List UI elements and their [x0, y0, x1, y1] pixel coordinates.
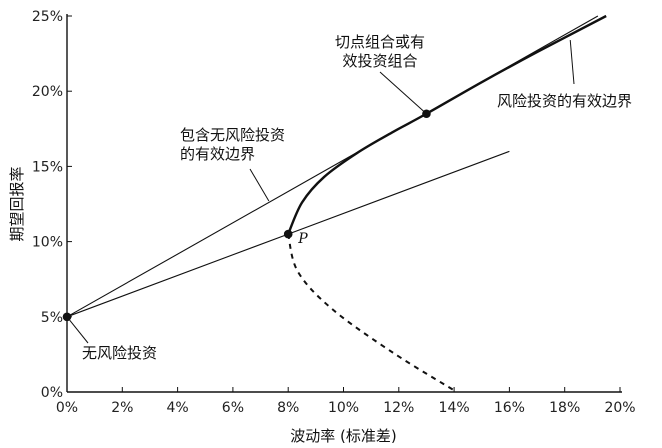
data-point — [283, 229, 293, 239]
x-tick-label: 20% — [604, 400, 635, 416]
axes — [66, 14, 622, 393]
x-tick-label: 2% — [111, 400, 133, 416]
y-tick-label: 5% — [41, 310, 63, 326]
cml-frontier-label: 的有效边界 — [180, 145, 255, 163]
x-tick-label: 4% — [166, 400, 188, 416]
x-tick-label: 14% — [439, 400, 470, 416]
y-tick-label: 15% — [32, 159, 63, 175]
x-tick-label: 8% — [277, 400, 299, 416]
y-tick-label: 10% — [32, 235, 63, 251]
risk-free-label: 无风险投资 — [82, 344, 157, 362]
x-axis-title: 波动率 (标准差) — [290, 427, 396, 445]
data-point — [62, 312, 72, 322]
x-tick-label: 0% — [56, 400, 78, 416]
labels-group: 0% 2% 4% 6% 8% 10% 12% 14% 16% 18% 20% 0% 5% 10% 15% 20… — [8, 9, 636, 445]
point-label-p: P — [297, 231, 308, 247]
x-tick-label: 16% — [494, 400, 525, 416]
annotation-leader — [66, 316, 89, 344]
y-tick-label: 0% — [41, 385, 63, 401]
y-axis-title: 期望回报率 — [8, 166, 26, 241]
y-tick-label: 20% — [32, 84, 63, 100]
annotation-leader — [379, 71, 427, 115]
x-tick-label: 12% — [383, 400, 414, 416]
x-tick-label: 6% — [222, 400, 244, 416]
series-group — [66, 14, 607, 393]
annotation-leader — [249, 168, 270, 202]
x-tick-label: 18% — [549, 400, 580, 416]
tangency-portfolio-label: 效投资组合 — [342, 52, 417, 70]
data-point — [422, 109, 431, 119]
risky-frontier-curve — [287, 14, 607, 235]
inefficient-frontier-curve — [287, 233, 458, 393]
x-tick-label: 10% — [328, 400, 359, 416]
cml-frontier-label: 包含无风险投资 — [180, 126, 285, 144]
risky-frontier-label: 风险投资的有效边界 — [497, 92, 632, 110]
y-tick-label: 25% — [32, 9, 63, 25]
annotation-leaders — [66, 40, 575, 344]
annotation-leader — [569, 40, 575, 85]
cml-line — [66, 15, 599, 318]
tangency-portfolio-label: 切点组合或有 — [335, 33, 425, 51]
points-group — [62, 109, 431, 322]
tick-marks — [66, 15, 621, 393]
